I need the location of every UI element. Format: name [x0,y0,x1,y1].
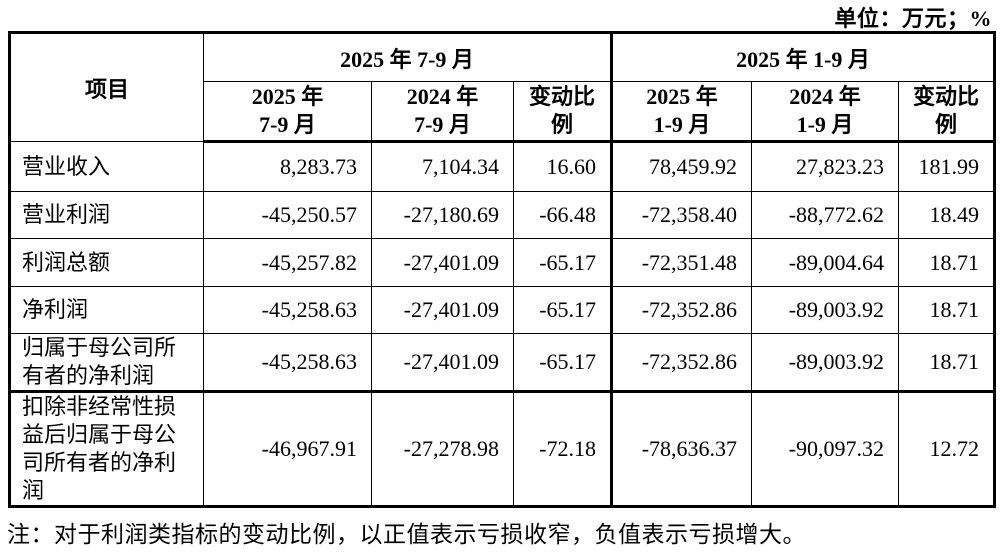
table-row-operating-profit: 营业利润 -45,250.57 -27,180.69 -66.48 -72,35… [9,191,996,239]
value-cell: -65.17 [512,286,613,334]
value-cell: -72.18 [512,390,613,507]
value-cell: -45,258.63 [203,286,372,334]
col-group-ytd: 2025 年 1-9 月 [610,32,996,82]
value-cell: 18.49 [898,191,996,239]
value-cell: -72,351.48 [610,238,753,287]
col-header-change-q3: 变动比 例 [512,81,613,143]
value-cell: -72,352.86 [610,333,753,392]
value-cell: -72,358.40 [610,191,753,239]
col-header-2025-ytd: 2025 年 1-9 月 [610,81,753,143]
table-row-total-profit: 利润总额 -45,257.82 -27,401.09 -65.17 -72,35… [9,238,996,287]
item-label: 利润总额 [9,238,204,287]
value-cell: -90,097.32 [751,390,900,507]
value-cell: -27,180.69 [371,191,514,239]
value-cell: -78,636.37 [610,390,753,507]
value-cell: 18.71 [898,286,996,334]
value-cell: -66.48 [512,191,613,239]
col-group-q3: 2025 年 7-9 月 [202,32,613,82]
value-cell: -27,401.09 [371,333,514,392]
table-row-revenue: 营业收入 8,283.73 7,104.34 16.60 78,459.92 2… [9,141,996,192]
unit-label: 单位：万元；% [834,6,992,31]
value-cell: 16.60 [512,141,613,192]
value-cell: 18.71 [898,333,996,392]
value-cell: -45,257.82 [203,238,372,287]
value-cell: 181.99 [898,141,996,192]
header-sub-row: 2025 年 7-9 月 2024 年 7-9 月 变动比 例 2025 年 1… [10,81,996,143]
col-header-2024-q3: 2024 年 7-9 月 [371,81,514,143]
value-cell: -89,004.64 [751,238,900,287]
value-cell: 12.72 [898,390,996,507]
value-cell: -45,258.63 [203,333,372,392]
item-label: 扣除非经常性损 益后归属于母公 司所有者的净利 润 [9,390,204,507]
value-cell: -27,401.09 [371,238,514,287]
header-group-row: 项目 2025 年 7-9 月 2025 年 1-9 月 [9,32,996,142]
value-cell: 7,104.34 [371,141,514,192]
value-cell: -27,278.98 [371,390,514,507]
value-cell: -72,352.86 [610,286,753,334]
col-header-2024-ytd: 2024 年 1-9 月 [751,81,900,143]
value-cell: -46,967.91 [203,390,372,507]
financial-table: 项目 2025 年 7-9 月 2025 年 1-9 月 2025 年 7-9 … [8,31,997,508]
footnote: 注：对于利润类指标的变动比例，以正值表示亏损收窄，负值表示亏损增大。 [7,522,806,547]
value-cell: -65.17 [512,238,613,287]
value-cell: -27,401.09 [371,286,514,334]
table-row-net-profit: 净利润 -45,258.63 -27,401.09 -65.17 -72,352… [9,286,996,334]
value-cell: -45,250.57 [203,191,372,239]
item-label: 营业收入 [9,141,204,192]
value-cell: -89,003.92 [751,333,900,392]
col-header-2025-q3: 2025 年 7-9 月 [203,81,372,143]
table-row-net-profit-parent: 归属于母公司所 有者的净利润 -45,258.63 -27,401.09 -65… [9,333,996,392]
col-header-item: 项目 [9,32,204,142]
value-cell: -88,772.62 [751,191,900,239]
value-cell: -89,003.92 [751,286,900,334]
item-label: 营业利润 [9,191,204,239]
value-cell: 8,283.73 [203,141,372,192]
table-row-net-profit-deducted: 扣除非经常性损 益后归属于母公 司所有者的净利 润 -46,967.91 -27… [9,390,996,507]
value-cell: -65.17 [512,333,613,392]
item-label: 归属于母公司所 有者的净利润 [9,333,204,392]
col-header-change-ytd: 变动比 例 [898,81,996,143]
value-cell: 18.71 [898,238,996,287]
item-label: 净利润 [9,286,204,334]
value-cell: 78,459.92 [610,141,753,192]
value-cell: 27,823.23 [751,141,900,192]
